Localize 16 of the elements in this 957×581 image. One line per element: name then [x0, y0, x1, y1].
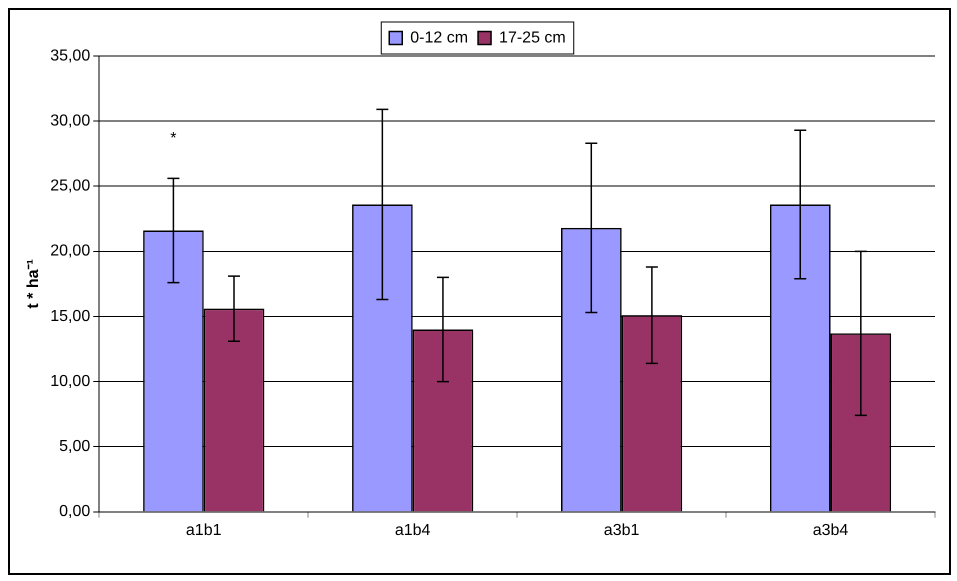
legend-label: 0-12 cm — [410, 29, 468, 46]
legend-label: 17-25 cm — [499, 29, 566, 46]
x-tick-label: a1b4 — [394, 522, 431, 539]
y-tick-label: 15,00 — [50, 308, 90, 325]
x-tick-label: a3b1 — [604, 522, 640, 539]
y-tick-label: 0,00 — [59, 503, 90, 520]
y-axis-title: t * ha⁻¹ — [25, 259, 42, 309]
y-tick-label: 20,00 — [50, 242, 90, 260]
x-tick-label: a3b4 — [812, 522, 848, 539]
y-tick-label: 35,00 — [50, 47, 90, 64]
annotation: * — [170, 130, 177, 147]
x-tick-label: a1b1 — [186, 522, 222, 539]
y-tick-label: 5,00 — [59, 438, 90, 456]
y-tick-label: 10,00 — [50, 372, 90, 390]
y-tick-label: 25,00 — [50, 178, 90, 195]
y-tick-label: 30,00 — [50, 112, 90, 130]
